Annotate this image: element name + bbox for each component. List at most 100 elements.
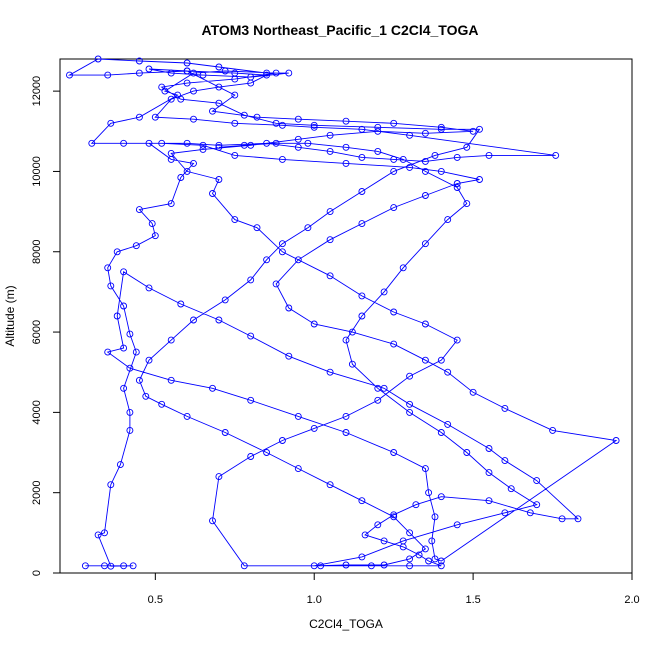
data-point bbox=[126, 408, 134, 416]
y-tick-label: 10000 bbox=[31, 156, 43, 187]
data-point bbox=[358, 125, 366, 133]
data-point bbox=[431, 151, 439, 159]
data-point bbox=[342, 143, 350, 151]
data-point bbox=[437, 123, 445, 131]
data-point bbox=[358, 153, 366, 161]
data-point bbox=[406, 408, 414, 416]
data-point bbox=[425, 489, 433, 497]
data-point bbox=[120, 344, 128, 352]
data-point bbox=[253, 224, 261, 232]
data-point bbox=[326, 368, 334, 376]
data-point bbox=[104, 348, 112, 356]
data-point bbox=[135, 57, 143, 65]
data-point bbox=[358, 220, 366, 228]
data-point bbox=[437, 356, 445, 364]
data-point bbox=[358, 292, 366, 300]
data-point bbox=[183, 167, 191, 175]
data-point bbox=[209, 384, 216, 392]
data-point bbox=[380, 288, 388, 296]
data-point bbox=[215, 143, 223, 151]
data-point bbox=[120, 384, 128, 392]
data-point bbox=[310, 320, 318, 328]
data-point bbox=[94, 531, 102, 539]
data-point bbox=[390, 119, 398, 127]
data-point bbox=[421, 129, 429, 137]
data-point bbox=[326, 481, 334, 489]
data-point bbox=[390, 513, 398, 521]
data-point bbox=[247, 332, 255, 340]
data-point bbox=[126, 426, 134, 434]
data-point bbox=[310, 123, 318, 131]
data-point bbox=[183, 59, 191, 67]
data-point bbox=[148, 220, 156, 228]
data-point bbox=[533, 477, 541, 485]
y-tick-label: 4000 bbox=[31, 400, 43, 424]
data-point bbox=[310, 562, 318, 570]
data-point bbox=[167, 149, 175, 157]
data-point bbox=[183, 79, 191, 87]
data-point bbox=[215, 83, 223, 91]
data-point bbox=[107, 481, 115, 489]
data-point bbox=[145, 356, 153, 364]
series-group bbox=[66, 55, 620, 570]
data-point bbox=[215, 176, 223, 183]
data-point bbox=[367, 562, 375, 570]
data-point bbox=[167, 376, 175, 384]
data-point bbox=[278, 437, 286, 444]
data-point bbox=[158, 400, 166, 408]
data-point bbox=[406, 555, 414, 563]
data-point bbox=[263, 139, 271, 147]
data-point bbox=[294, 115, 302, 123]
data-point bbox=[361, 531, 369, 539]
data-point bbox=[390, 308, 398, 316]
data-point bbox=[406, 562, 414, 570]
data-point bbox=[421, 465, 429, 473]
data-point bbox=[412, 501, 420, 509]
data-point bbox=[453, 336, 461, 344]
data-point bbox=[120, 302, 128, 310]
data-point bbox=[104, 264, 112, 272]
x-tick-label: 1.5 bbox=[465, 594, 480, 606]
data-point bbox=[272, 139, 280, 147]
data-point bbox=[240, 111, 248, 119]
y-axis-label: Altitude (m) bbox=[3, 285, 17, 346]
data-point bbox=[263, 71, 271, 79]
data-point bbox=[526, 509, 534, 517]
data-point bbox=[190, 316, 197, 324]
data-point bbox=[390, 340, 398, 348]
x-axis: 0.5 1.0 1.5 2.0 bbox=[148, 572, 640, 606]
data-point bbox=[142, 392, 150, 400]
data-point bbox=[421, 320, 429, 328]
data-point bbox=[421, 167, 429, 175]
data-point bbox=[215, 63, 223, 71]
data-point bbox=[285, 352, 293, 360]
data-point bbox=[231, 119, 239, 127]
data-point bbox=[310, 121, 318, 129]
data-point bbox=[199, 141, 207, 149]
data-point bbox=[437, 167, 445, 175]
data-point bbox=[94, 55, 102, 63]
data-point bbox=[66, 71, 73, 79]
data-point bbox=[215, 99, 223, 107]
data-point bbox=[374, 521, 382, 529]
x-tick-label: 2.0 bbox=[624, 594, 639, 606]
data-point bbox=[358, 188, 366, 195]
data-point bbox=[574, 515, 582, 523]
data-point bbox=[88, 139, 96, 147]
data-point bbox=[342, 336, 350, 344]
data-point bbox=[272, 119, 280, 127]
data-point bbox=[135, 206, 143, 214]
data-point bbox=[399, 537, 407, 545]
data-point bbox=[453, 184, 461, 191]
data-point bbox=[342, 159, 350, 167]
data-point bbox=[453, 153, 461, 161]
data-point bbox=[421, 240, 429, 248]
data-point bbox=[469, 127, 477, 135]
chart-title: ATOM3 Northeast_Pacific_1 C2Cl4_TOGA bbox=[202, 22, 479, 38]
data-point bbox=[390, 204, 398, 212]
data-point bbox=[215, 141, 223, 149]
data-point bbox=[463, 143, 471, 151]
data-point bbox=[209, 190, 216, 197]
data-point bbox=[135, 113, 143, 121]
data-point bbox=[294, 465, 302, 473]
